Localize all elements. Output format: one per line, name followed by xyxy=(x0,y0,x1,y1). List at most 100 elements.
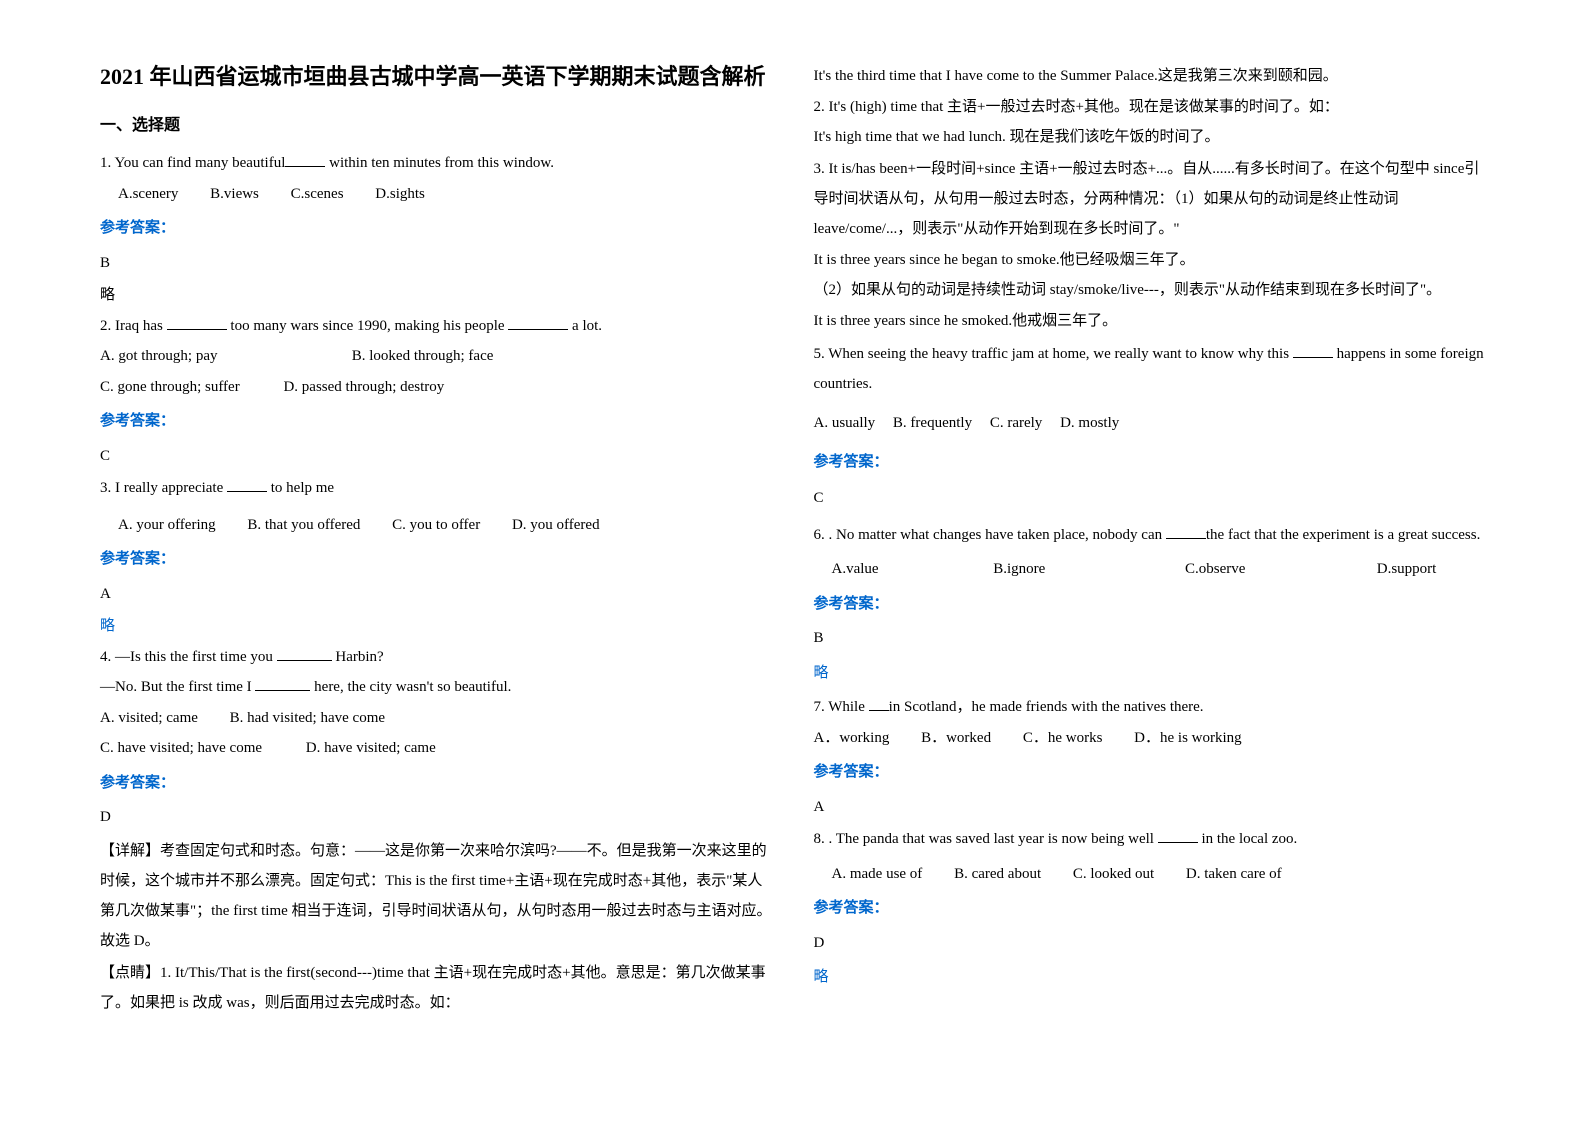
q2-optD: D. passed through; destroy xyxy=(283,373,444,402)
q4-options-row2: C. have visited; have come D. have visit… xyxy=(100,734,774,763)
q7-optD: D．he is working xyxy=(1134,724,1242,753)
q6-answer: B xyxy=(814,624,1488,653)
q8-optC: C. looked out xyxy=(1073,860,1154,889)
q7-stem-pre: 7. While xyxy=(814,699,869,715)
q5-optD: D. mostly xyxy=(1060,409,1119,438)
q8-optD: D. taken care of xyxy=(1186,860,1282,889)
q3-options: A. your offering B. that you offered C. … xyxy=(100,511,774,540)
q1-options: A.scenery B.views C.scenes D.sights xyxy=(100,180,774,209)
q6-optB: B.ignore xyxy=(993,555,1153,584)
q8-optA: A. made use of xyxy=(832,860,923,889)
q4-exp1: 【详解】考查固定句式和时态。句意：——这是你第一次来哈尔滨吗?——不。但是我第一… xyxy=(100,836,774,956)
q3-stem-post: to help me xyxy=(267,480,334,496)
q2-stem-mid: too many wars since 1990, making his peo… xyxy=(227,318,509,334)
q5-answer-label: 参考答案： xyxy=(814,448,1488,477)
blank xyxy=(277,646,332,661)
q3-answer: A xyxy=(100,580,774,609)
q5-options: A. usually B. frequently C. rarely D. mo… xyxy=(814,409,1488,438)
col2-line1: It's the third time that I have come to … xyxy=(814,62,1488,91)
q3-optB: B. that you offered xyxy=(247,511,360,540)
q8-note: 略 xyxy=(814,963,1488,992)
q5-optC: C. rarely xyxy=(990,409,1042,438)
q4-optA: A. visited; came xyxy=(100,704,198,733)
q5-optA: A. usually xyxy=(814,409,876,438)
q7-optB: B．worked xyxy=(921,724,991,753)
q7-optA: A．working xyxy=(814,724,890,753)
section-heading: 一、选择题 xyxy=(100,111,774,141)
q1-optD: D.sights xyxy=(375,180,425,209)
q2-answer: C xyxy=(100,442,774,471)
q2-optB: B. looked through; face xyxy=(352,342,494,371)
q7-answer: A xyxy=(814,793,1488,822)
blank xyxy=(1158,828,1198,843)
q2-optA: A. got through; pay xyxy=(100,342,320,371)
q1-optC: C.scenes xyxy=(291,180,344,209)
q3-optA: A. your offering xyxy=(118,511,216,540)
q4-options-row1: A. visited; came B. had visited; have co… xyxy=(100,704,774,733)
blank xyxy=(227,477,267,492)
q8-stem-pre: 8. . The panda that was saved last year … xyxy=(814,831,1158,847)
q7-answer-label: 参考答案： xyxy=(814,758,1488,787)
q4-line2: —No. But the first time I here, the city… xyxy=(100,673,774,702)
q6-options: A.value B.ignore C.observe D.support xyxy=(814,555,1488,584)
q4-line1-post: Harbin? xyxy=(332,649,384,665)
q2-options-row2: C. gone through; suffer D. passed throug… xyxy=(100,373,774,402)
q7-optC: C．he works xyxy=(1023,724,1103,753)
blank xyxy=(285,152,325,167)
blank xyxy=(167,315,227,330)
col2-line5: It is three years since he began to smok… xyxy=(814,246,1488,275)
q8-stem-post: in the local zoo. xyxy=(1198,831,1298,847)
q8-optB: B. cared about xyxy=(954,860,1041,889)
q1-answer: B xyxy=(100,249,774,278)
q7-stem: 7. While in Scotland，he made friends wit… xyxy=(814,693,1488,722)
q2-answer-label: 参考答案： xyxy=(100,407,774,436)
col2-line7: It is three years since he smoked.他戒烟三年了… xyxy=(814,307,1488,336)
q8-answer: D xyxy=(814,929,1488,958)
q3-optC: C. you to offer xyxy=(392,511,480,540)
q6-note: 略 xyxy=(814,659,1488,688)
q6-optA: A.value xyxy=(832,555,962,584)
q3-stem: 3. I really appreciate to help me xyxy=(100,474,774,503)
q4-answer: D xyxy=(100,803,774,832)
q1-stem-post: within ten minutes from this window. xyxy=(325,155,554,171)
q4-answer-label: 参考答案： xyxy=(100,769,774,798)
q5-stem: 5. When seeing the heavy traffic jam at … xyxy=(814,339,1488,399)
q2-optC: C. gone through; suffer xyxy=(100,373,240,402)
q4-line2-post: here, the city wasn't so beautiful. xyxy=(310,679,511,695)
q2-stem: 2. Iraq has too many wars since 1990, ma… xyxy=(100,312,774,341)
q2-options-row1: A. got through; pay B. looked through; f… xyxy=(100,342,774,371)
q1-optB: B.views xyxy=(210,180,259,209)
q7-options: A．working B．worked C．he works D．he is wo… xyxy=(814,724,1488,753)
blank xyxy=(508,315,568,330)
blank xyxy=(869,696,889,711)
q4-line1-pre: 4. —Is this the first time you xyxy=(100,649,277,665)
q1-optA: A.scenery xyxy=(118,180,178,209)
q6-optD: D.support xyxy=(1377,555,1437,584)
col2-line4: 3. It is/has been+一段时间+since 主语+一般过去时态+.… xyxy=(814,154,1488,244)
q5-stem-pre: 5. When seeing the heavy traffic jam at … xyxy=(814,346,1293,362)
right-column: It's the third time that I have come to … xyxy=(794,60,1508,1062)
q3-note: 略 xyxy=(100,612,774,641)
q3-answer-label: 参考答案： xyxy=(100,545,774,574)
q4-line1: 4. —Is this the first time you Harbin? xyxy=(100,643,774,672)
q6-stem: 6. . No matter what changes have taken p… xyxy=(814,521,1488,550)
q1-note: 略 xyxy=(100,281,774,310)
q5-answer: C xyxy=(814,484,1488,513)
q1-stem: 1. You can find many beautiful within te… xyxy=(100,149,774,178)
col2-line3: It's high time that we had lunch. 现在是我们该… xyxy=(814,123,1488,152)
q6-stem-post: the fact that the experiment is a great … xyxy=(1206,527,1480,543)
q8-answer-label: 参考答案： xyxy=(814,894,1488,923)
q7-stem-post: in Scotland，he made friends with the nat… xyxy=(889,699,1204,715)
q6-stem-pre: 6. . No matter what changes have taken p… xyxy=(814,527,1166,543)
q1-stem-pre: 1. You can find many beautiful xyxy=(100,155,285,171)
q8-options: A. made use of B. cared about C. looked … xyxy=(814,860,1488,889)
q5-optB: B. frequently xyxy=(893,409,972,438)
q2-stem-post: a lot. xyxy=(568,318,602,334)
q2-stem-pre: 2. Iraq has xyxy=(100,318,167,334)
q4-optD: D. have visited; came xyxy=(306,734,436,763)
q3-optD: D. you offered xyxy=(512,511,600,540)
q1-answer-label: 参考答案： xyxy=(100,214,774,243)
q4-line2-pre: —No. But the first time I xyxy=(100,679,255,695)
q3-stem-pre: 3. I really appreciate xyxy=(100,480,227,496)
q4-optB: B. had visited; have come xyxy=(230,704,385,733)
